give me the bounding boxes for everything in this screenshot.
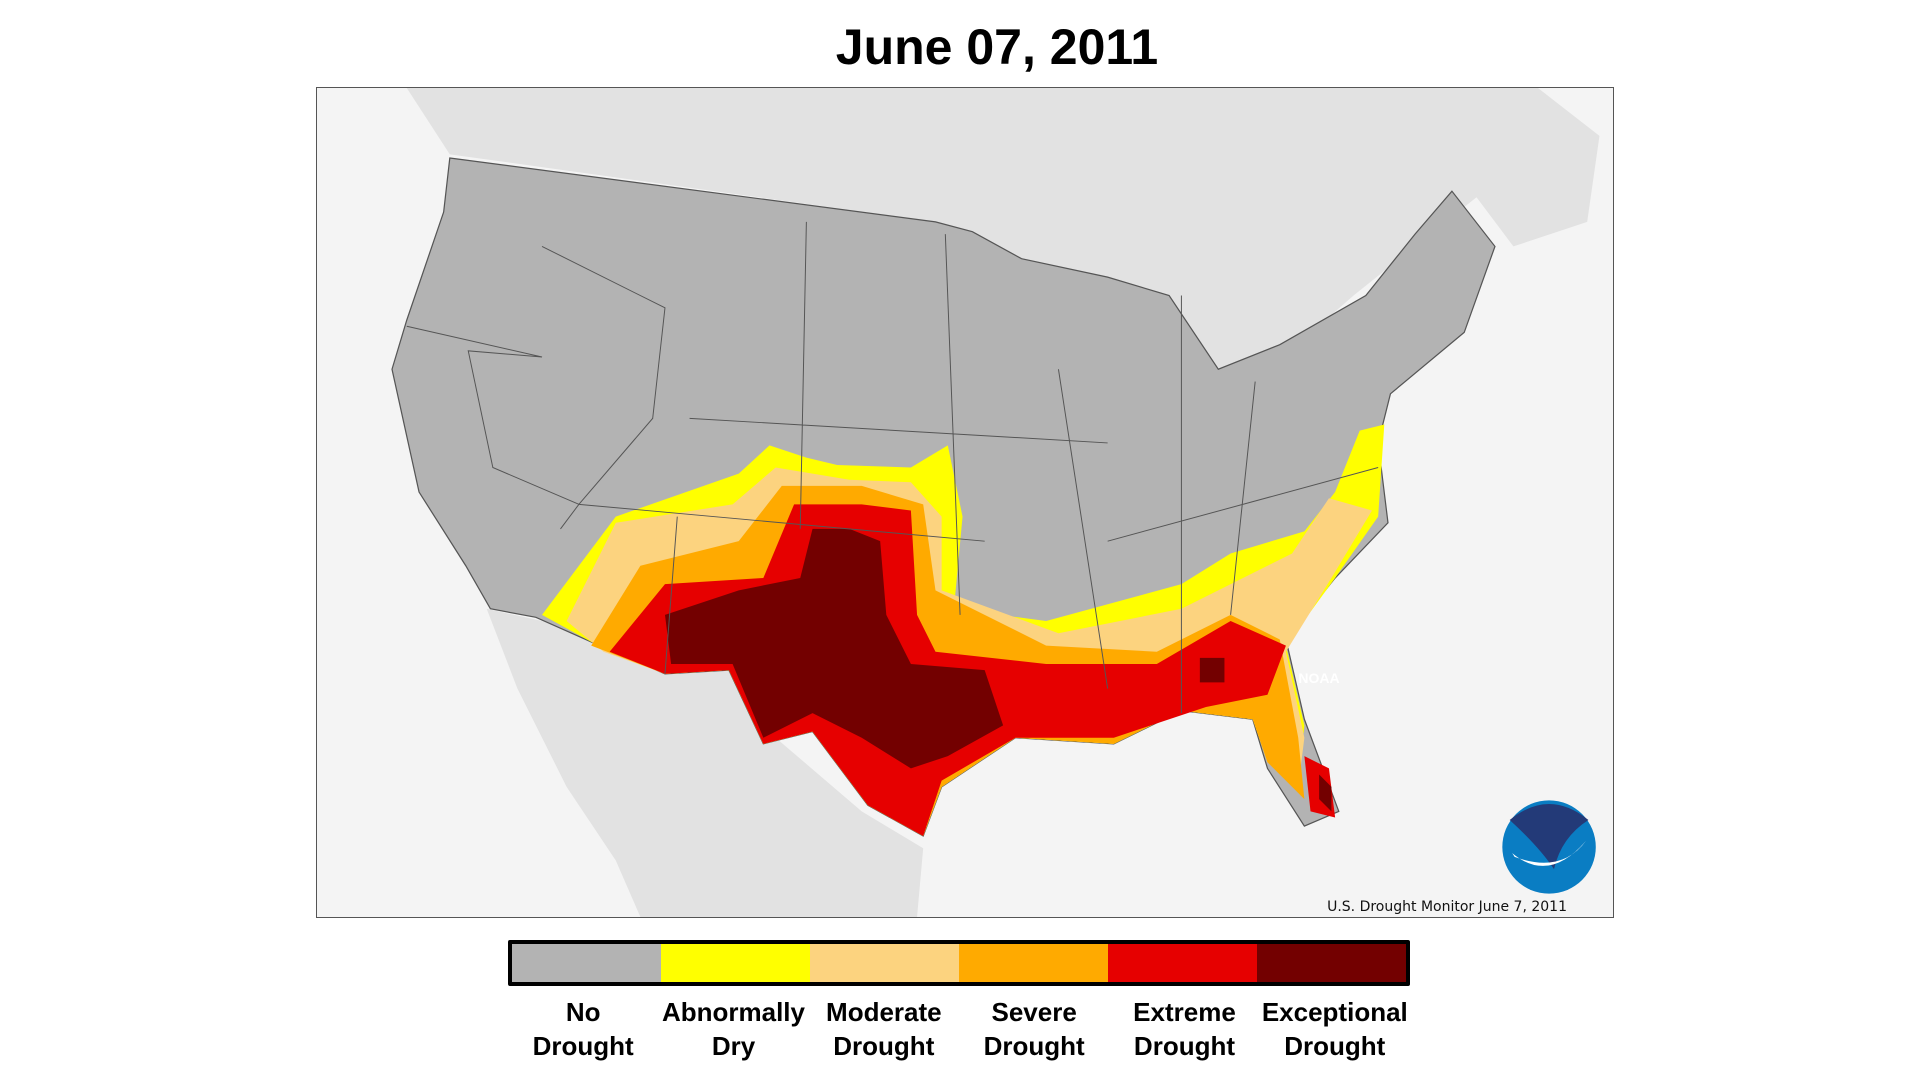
legend-color-bar <box>508 940 1410 986</box>
legend-swatch-abnormally-dry <box>661 944 810 982</box>
legend-swatch-extreme <box>1108 944 1257 982</box>
legend-labels: No Drought Abnormally Dry Moderate Drought … <box>508 995 1410 1063</box>
noaa-logo-text: NOAA <box>1298 670 1340 686</box>
legend-label-exceptional: Exceptional Drought <box>1261 997 1408 1061</box>
map-title: June 07, 2011 <box>835 19 1159 75</box>
state-borders <box>406 221 1379 714</box>
legend-label-moderate: Moderate Drought <box>826 997 942 1061</box>
legend-label-abnormally-dry: Abnormally Dry <box>661 997 805 1061</box>
noaa-logo <box>1502 800 1596 894</box>
legend-label-severe: Severe Drought <box>983 997 1085 1061</box>
legend-label-extreme: Extreme Drought <box>1133 997 1236 1061</box>
legend-swatch-moderate <box>810 944 959 982</box>
map-credit: U.S. Drought Monitor June 7, 2011 <box>1327 899 1567 915</box>
drought-exceptional <box>664 528 1332 812</box>
legend-label-no-drought: No Drought <box>532 997 634 1061</box>
drought-map: NOAA U.S. Drought Monitor June 7, 2011 <box>316 87 1614 918</box>
legend-swatch-no-drought <box>512 944 661 982</box>
mexico-landmass <box>486 608 924 917</box>
legend-swatch-severe <box>959 944 1108 982</box>
us-map-graphic <box>391 88 1600 917</box>
legend-swatch-exceptional <box>1257 944 1406 982</box>
canada-landmass <box>406 88 1600 382</box>
